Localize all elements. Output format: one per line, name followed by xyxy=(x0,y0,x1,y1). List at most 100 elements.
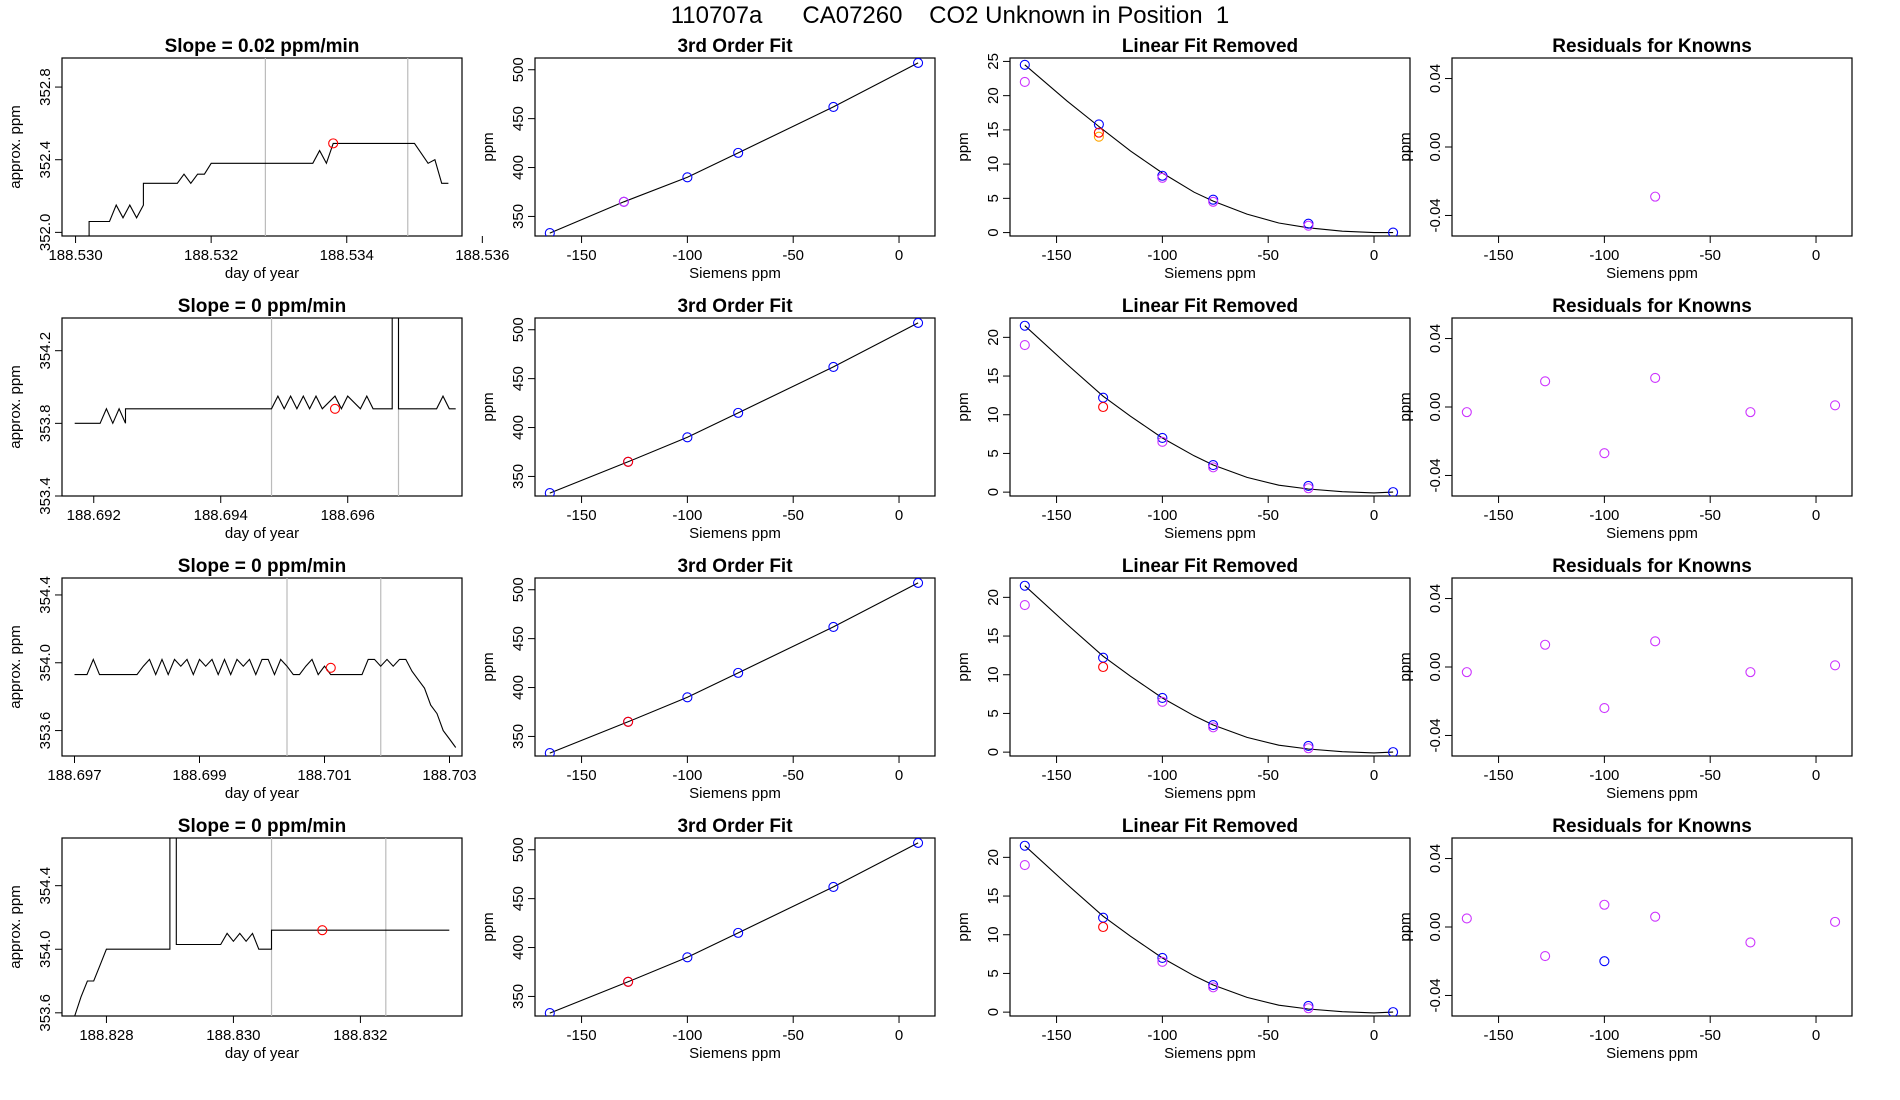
y-tick-label: 400 xyxy=(510,415,527,440)
x-tick-label: 0 xyxy=(1812,767,1820,784)
chart-panel: Residuals for Knowns -150 -100 -50 0 -0.04 0.0… xyxy=(1390,552,1860,808)
data-point xyxy=(1303,740,1314,751)
x-tick-label: 0 xyxy=(1370,767,1378,784)
x-tick-label: -150 xyxy=(567,247,597,264)
chart-panel: Linear Fit Removed -150 -100 -50 0 0 5 10 15 20 Si… xyxy=(948,292,1418,548)
chart-svg: Slope = 0.02 ppm/min 188.530 188.532 188.53… xyxy=(7,36,509,282)
x-tick-label: 0 xyxy=(1812,1027,1820,1044)
chart-panel: Slope = 0.02 ppm/min 188.530 188.532 188.53… xyxy=(0,32,509,288)
chart-panel: Slope = 0 ppm/min 188.692 188.694 188.696 35… xyxy=(0,292,470,548)
x-axis-label: Siemens ppm xyxy=(689,785,781,802)
y-tick-label: 500 xyxy=(510,57,527,82)
y-tick-label: 354.4 xyxy=(37,576,54,614)
chart-svg: Linear Fit Removed -150 -100 -50 0 0 5 10 15 20 25… xyxy=(955,36,1411,282)
x-tick-label: 0 xyxy=(1812,247,1820,264)
y-tick-label: 0.00 xyxy=(1427,652,1444,681)
y-tick-label: 354.0 xyxy=(37,930,54,968)
chart-svg: Residuals for Knowns -150 -100 -50 0 -0.04 0.0… xyxy=(1397,556,1853,802)
data-point xyxy=(1157,692,1168,704)
fit-curve xyxy=(1024,585,1394,754)
chart-panel: Slope = 0 ppm/min 188.697 188.699 188.701 18… xyxy=(0,552,477,808)
x-axis-label: Siemens ppm xyxy=(1606,785,1698,802)
data-point xyxy=(1098,392,1109,403)
data-point xyxy=(1461,913,1472,924)
x-tick-label: 188.703 xyxy=(422,767,476,784)
x-tick-label: 0 xyxy=(1812,507,1820,524)
plot-frame xyxy=(1009,317,1411,497)
data-point xyxy=(682,432,693,443)
y-axis-label: ppm xyxy=(955,912,972,941)
y-axis-label: ppm xyxy=(1397,912,1414,941)
data-point xyxy=(1157,696,1168,707)
data-point xyxy=(544,488,555,496)
y-tick-label: 353.6 xyxy=(37,994,54,1032)
x-tick-label: -150 xyxy=(1484,767,1514,784)
data-point xyxy=(1019,320,1030,331)
y-tick-label: 354.2 xyxy=(37,332,54,370)
chart-title: Residuals for Knowns xyxy=(1552,36,1752,57)
chart-title: Linear Fit Removed xyxy=(1122,556,1298,577)
data-point xyxy=(828,881,839,892)
data-point xyxy=(1157,436,1168,447)
y-axis-label: ppm xyxy=(955,132,972,161)
plot-frame xyxy=(534,577,936,757)
data-point xyxy=(317,925,328,936)
x-tick-label: -50 xyxy=(1699,247,1721,264)
chart-title: Slope = 0 ppm/min xyxy=(178,556,346,577)
x-tick-label: -100 xyxy=(672,767,702,784)
x-tick-label: -100 xyxy=(1589,247,1619,264)
data-point xyxy=(1019,580,1030,591)
trace-line xyxy=(62,142,449,236)
data-point xyxy=(1650,372,1661,383)
chart-title: Slope = 0.02 ppm/min xyxy=(165,36,360,57)
y-tick-label: 352.0 xyxy=(37,214,54,252)
y-tick-label: 354.0 xyxy=(37,644,54,682)
x-axis-label: Siemens ppm xyxy=(1606,525,1698,542)
data-point xyxy=(733,667,744,678)
y-tick-label: 500 xyxy=(510,837,527,862)
x-tick-label: -50 xyxy=(1257,767,1279,784)
x-tick-label: -150 xyxy=(1042,1027,1072,1044)
data-point xyxy=(1098,401,1109,413)
data-point xyxy=(1208,982,1219,993)
x-tick-label: 188.832 xyxy=(333,1027,387,1044)
data-point xyxy=(1093,131,1104,142)
data-point xyxy=(828,101,839,112)
data-point xyxy=(1745,667,1756,678)
x-tick-label: -100 xyxy=(1147,767,1177,784)
y-tick-label: 5 xyxy=(985,194,1002,202)
chart-panel: 3rd Order Fit -150 -100 -50 0 350 400 450 500 Sie… xyxy=(473,292,943,548)
y-axis-label: ppm xyxy=(955,392,972,421)
data-point xyxy=(329,403,341,414)
chart-svg: Residuals for Knowns -150 -100 -50 0 -0.04 0.0… xyxy=(1397,816,1853,1062)
x-tick-label: 0 xyxy=(895,767,903,784)
y-tick-label: 20 xyxy=(985,849,1002,866)
data-point xyxy=(1019,76,1030,88)
plot-frame xyxy=(1451,57,1853,237)
data-point xyxy=(1303,1000,1314,1011)
y-axis-label: ppm xyxy=(1397,132,1414,161)
x-axis-label: day of year xyxy=(225,785,299,802)
data-point xyxy=(1540,951,1551,962)
y-axis-label: ppm xyxy=(480,652,497,681)
chart-svg: 3rd Order Fit -150 -100 -50 0 350 400 450 500 Sie… xyxy=(480,816,936,1062)
x-tick-label: -100 xyxy=(672,507,702,524)
x-tick-label: 188.696 xyxy=(321,507,375,524)
data-point xyxy=(1093,119,1104,130)
x-tick-label: 188.699 xyxy=(172,767,226,784)
y-tick-label: -0.04 xyxy=(1427,198,1444,232)
data-point xyxy=(544,1008,555,1016)
y-tick-label: 20 xyxy=(985,589,1002,606)
data-point xyxy=(1461,407,1472,418)
chart-panel: 3rd Order Fit -150 -100 -50 0 350 400 450 500 Sie… xyxy=(473,552,943,808)
x-axis-label: Siemens ppm xyxy=(1164,265,1256,282)
x-axis-label: day of year xyxy=(225,1045,299,1062)
chart-title: Residuals for Knowns xyxy=(1552,296,1752,317)
x-tick-label: -50 xyxy=(1699,507,1721,524)
data-point xyxy=(1830,400,1841,411)
data-point xyxy=(1650,636,1661,647)
y-axis-label: ppm xyxy=(955,652,972,681)
y-axis-label: ppm xyxy=(480,912,497,941)
chart-svg: Linear Fit Removed -150 -100 -50 0 0 5 10 15 20 Si… xyxy=(955,556,1411,802)
y-tick-label: -0.04 xyxy=(1427,978,1444,1012)
